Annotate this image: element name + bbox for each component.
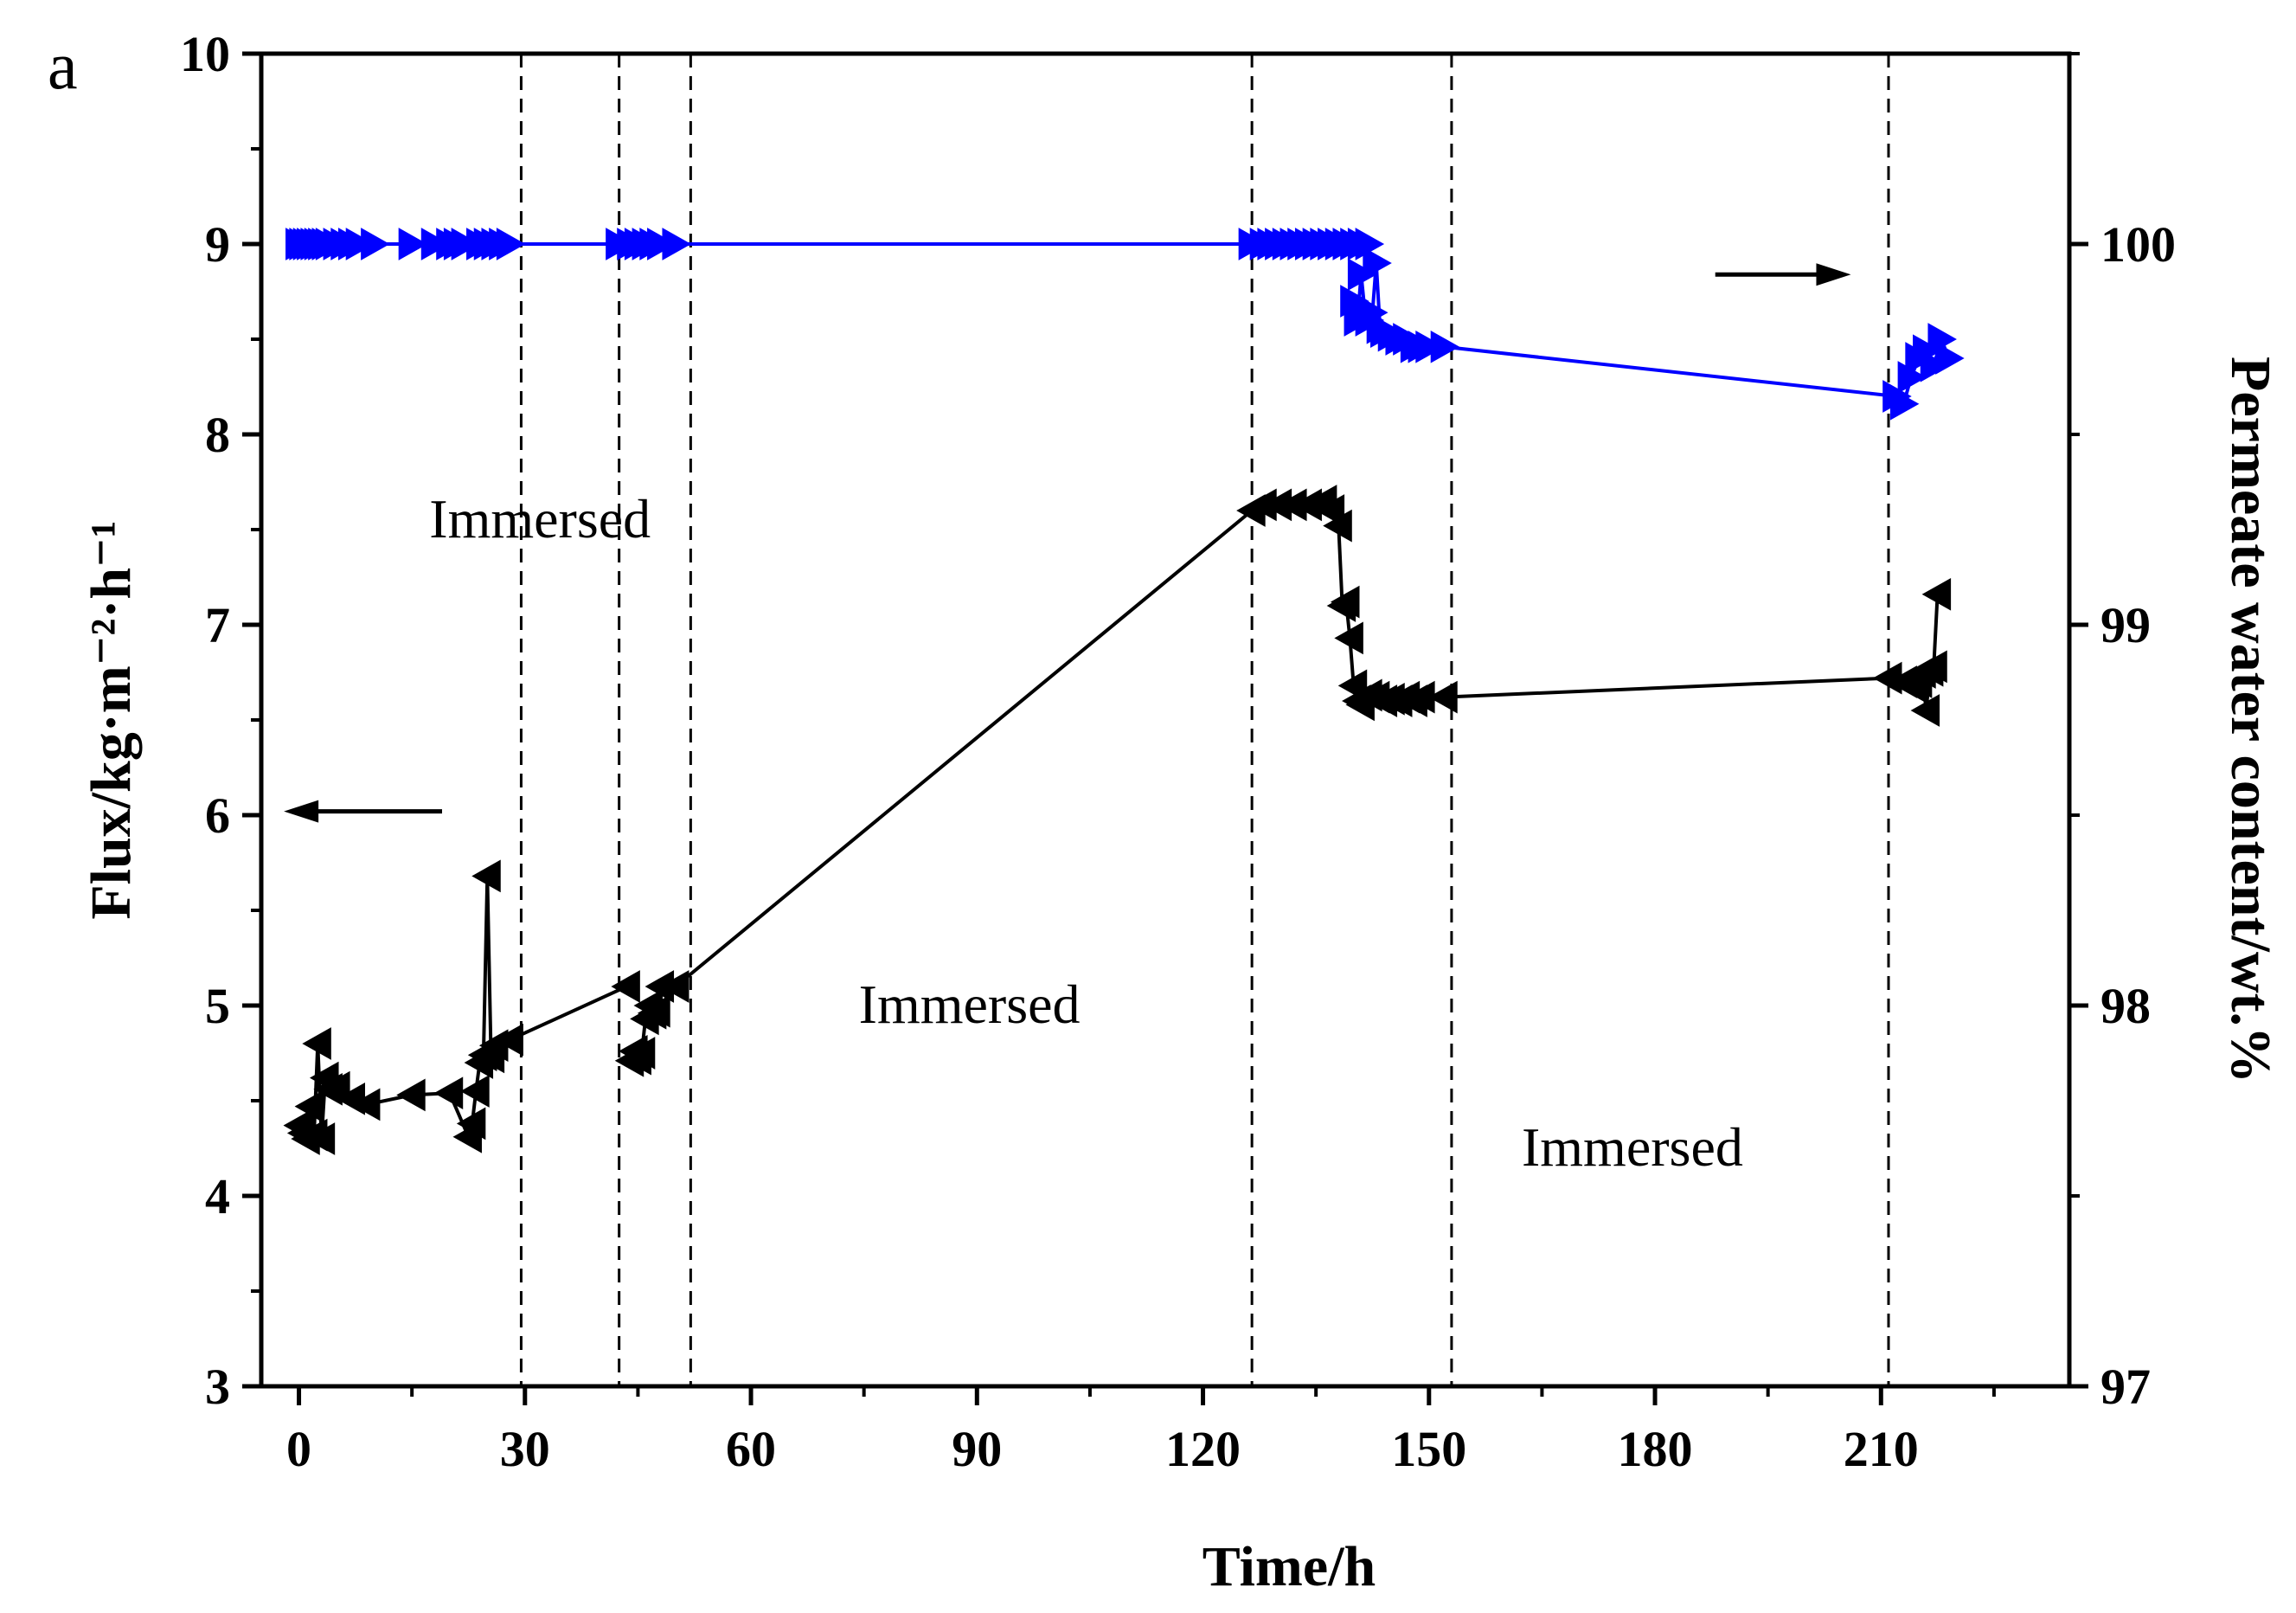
water-content-marker [420,228,451,260]
flux-marker [433,1076,464,1110]
water-content-marker [496,228,526,260]
flux-marker [350,1088,381,1121]
vertical-dashed-lines [519,54,1890,1386]
flux-marker [294,1089,324,1123]
tick-labels: 0 30 60 90 120 150 180 210 3 4 5 6 7 8 9 10 97 98 99 100 [180,26,2176,1477]
water-content-axis-arrow-head [1816,263,1851,286]
y-left-tick-label: 9 [205,216,230,273]
y-left-tick-label: 8 [205,407,230,463]
flux-marker [1428,680,1458,714]
direction-arrows [284,263,1851,823]
series-markers [283,228,1965,1155]
flux-marker [1921,577,1952,611]
flux-marker [460,1075,490,1108]
immersed-label: Immersed [429,488,651,549]
flux-axis-arrow [284,800,442,823]
water-content-marker [1889,387,1920,421]
water-content-marker [1415,330,1445,363]
water-content-marker [1363,247,1392,280]
y-left-tick-label: 10 [180,26,230,82]
left-y-axis-title: Flux/kg·m⁻²·h⁻¹ [80,520,143,919]
water-content-marker [451,228,481,260]
x-tick-label: 90 [952,1421,1002,1477]
water-content-marker [1430,330,1460,363]
x-tick-label: 60 [726,1421,776,1477]
axis-ticks [242,51,2088,1405]
water-content-marker [662,228,691,260]
flux-line [509,985,628,1042]
annotations: Immersed Immersed Immersed [429,488,1743,1178]
y-right-tick-label: 99 [2100,597,2151,653]
flux-marker [494,1023,523,1057]
water-content-axis-arrow [1715,263,1851,286]
flux-marker [305,1122,336,1155]
x-tick-label: 150 [1391,1421,1466,1477]
flux-marker [456,1107,486,1141]
right-y-axis-title: Permeate water content/wt.% [2219,357,2282,1083]
x-tick-label: 0 [286,1421,311,1477]
flux-marker [471,859,501,893]
flux-marker [1910,694,1940,727]
water-content-marker [1935,342,1965,375]
y-left-tick-label: 7 [205,597,230,653]
x-axis-title: Time/h [1203,1535,1376,1598]
immersed-label: Immersed [1522,1116,1743,1178]
x-tick-label: 210 [1844,1421,1919,1477]
y-left-tick-label: 6 [205,787,230,844]
x-tick-label: 30 [500,1421,550,1477]
water-content-marker [361,228,390,260]
flux-marker [396,1078,426,1112]
water-content-marker [345,228,375,260]
y-left-tick-label: 4 [205,1168,230,1224]
water-content-line [1443,344,1896,398]
y-left-tick-label: 5 [205,978,230,1034]
water-content-marker [1920,349,1950,382]
flux-marker [1330,585,1360,619]
flux-marker [1323,509,1352,543]
x-tick-label: 180 [1618,1421,1693,1477]
water-content-marker [398,228,428,260]
immersed-label: Immersed [859,974,1081,1035]
flux-marker [641,994,670,1028]
panel-label: a [48,28,78,103]
water-content-marker [647,228,677,260]
flux-marker [302,1027,331,1060]
flux-marker [1918,650,1947,684]
flux-marker [1334,621,1363,655]
x-tick-label: 120 [1165,1421,1241,1477]
water-content-marker [1347,258,1377,292]
y-right-tick-label: 100 [2100,216,2176,273]
y-right-tick-label: 97 [2100,1359,2151,1415]
y-right-tick-label: 98 [2100,978,2151,1034]
y-left-tick-label: 3 [205,1359,230,1415]
flux-line [1444,676,1889,699]
flux-axis-arrow-head [284,800,319,823]
flux-marker [611,970,640,1003]
flux-line [674,509,1254,988]
flux-marker [659,970,689,1003]
flux-marker [625,1037,656,1070]
